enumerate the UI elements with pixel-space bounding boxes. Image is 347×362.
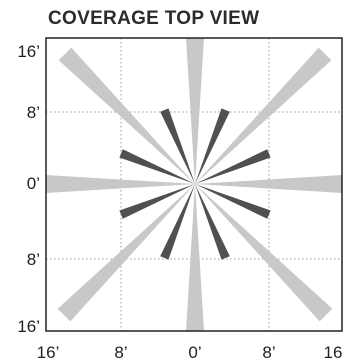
outer-beam-4	[46, 175, 195, 193]
outer-beam-0	[195, 175, 342, 193]
inner-beam-7	[195, 184, 271, 219]
inner-beam-5	[160, 184, 195, 260]
x-label-left-mid: 8’	[114, 343, 127, 362]
outer-beam-5	[57, 184, 195, 322]
x-label-left: 16’	[37, 343, 60, 362]
inner-beam-1	[195, 108, 230, 184]
diagram-frame	[45, 37, 343, 332]
outer-beam-3	[58, 47, 195, 184]
x-label-right: 16	[324, 343, 343, 362]
diagram-title: COVERAGE TOP VIEW	[48, 8, 260, 29]
y-label-lower: 8’	[27, 250, 40, 269]
inner-beam-2	[160, 108, 195, 184]
inner-beams	[119, 108, 271, 260]
outer-beams	[46, 38, 342, 331]
y-label-bottom: 16’	[17, 317, 40, 336]
inner-beam-4	[119, 184, 195, 219]
y-label-upper: 8’	[27, 103, 40, 122]
y-label-top: 16’	[17, 42, 40, 61]
x-label-center: 0’	[188, 343, 201, 362]
outer-beam-1	[195, 47, 332, 184]
outer-beam-6	[186, 184, 204, 331]
outer-beam-7	[195, 184, 333, 322]
y-label-center: 0’	[27, 174, 40, 193]
inner-beam-3	[119, 149, 195, 184]
x-label-right-mid: 8’	[262, 343, 275, 362]
outer-beam-2	[186, 38, 204, 184]
inner-beam-6	[195, 184, 230, 260]
inner-beam-0	[195, 149, 271, 184]
